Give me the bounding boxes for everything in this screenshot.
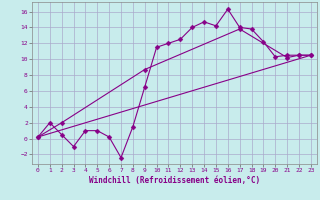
X-axis label: Windchill (Refroidissement éolien,°C): Windchill (Refroidissement éolien,°C) xyxy=(89,176,260,185)
